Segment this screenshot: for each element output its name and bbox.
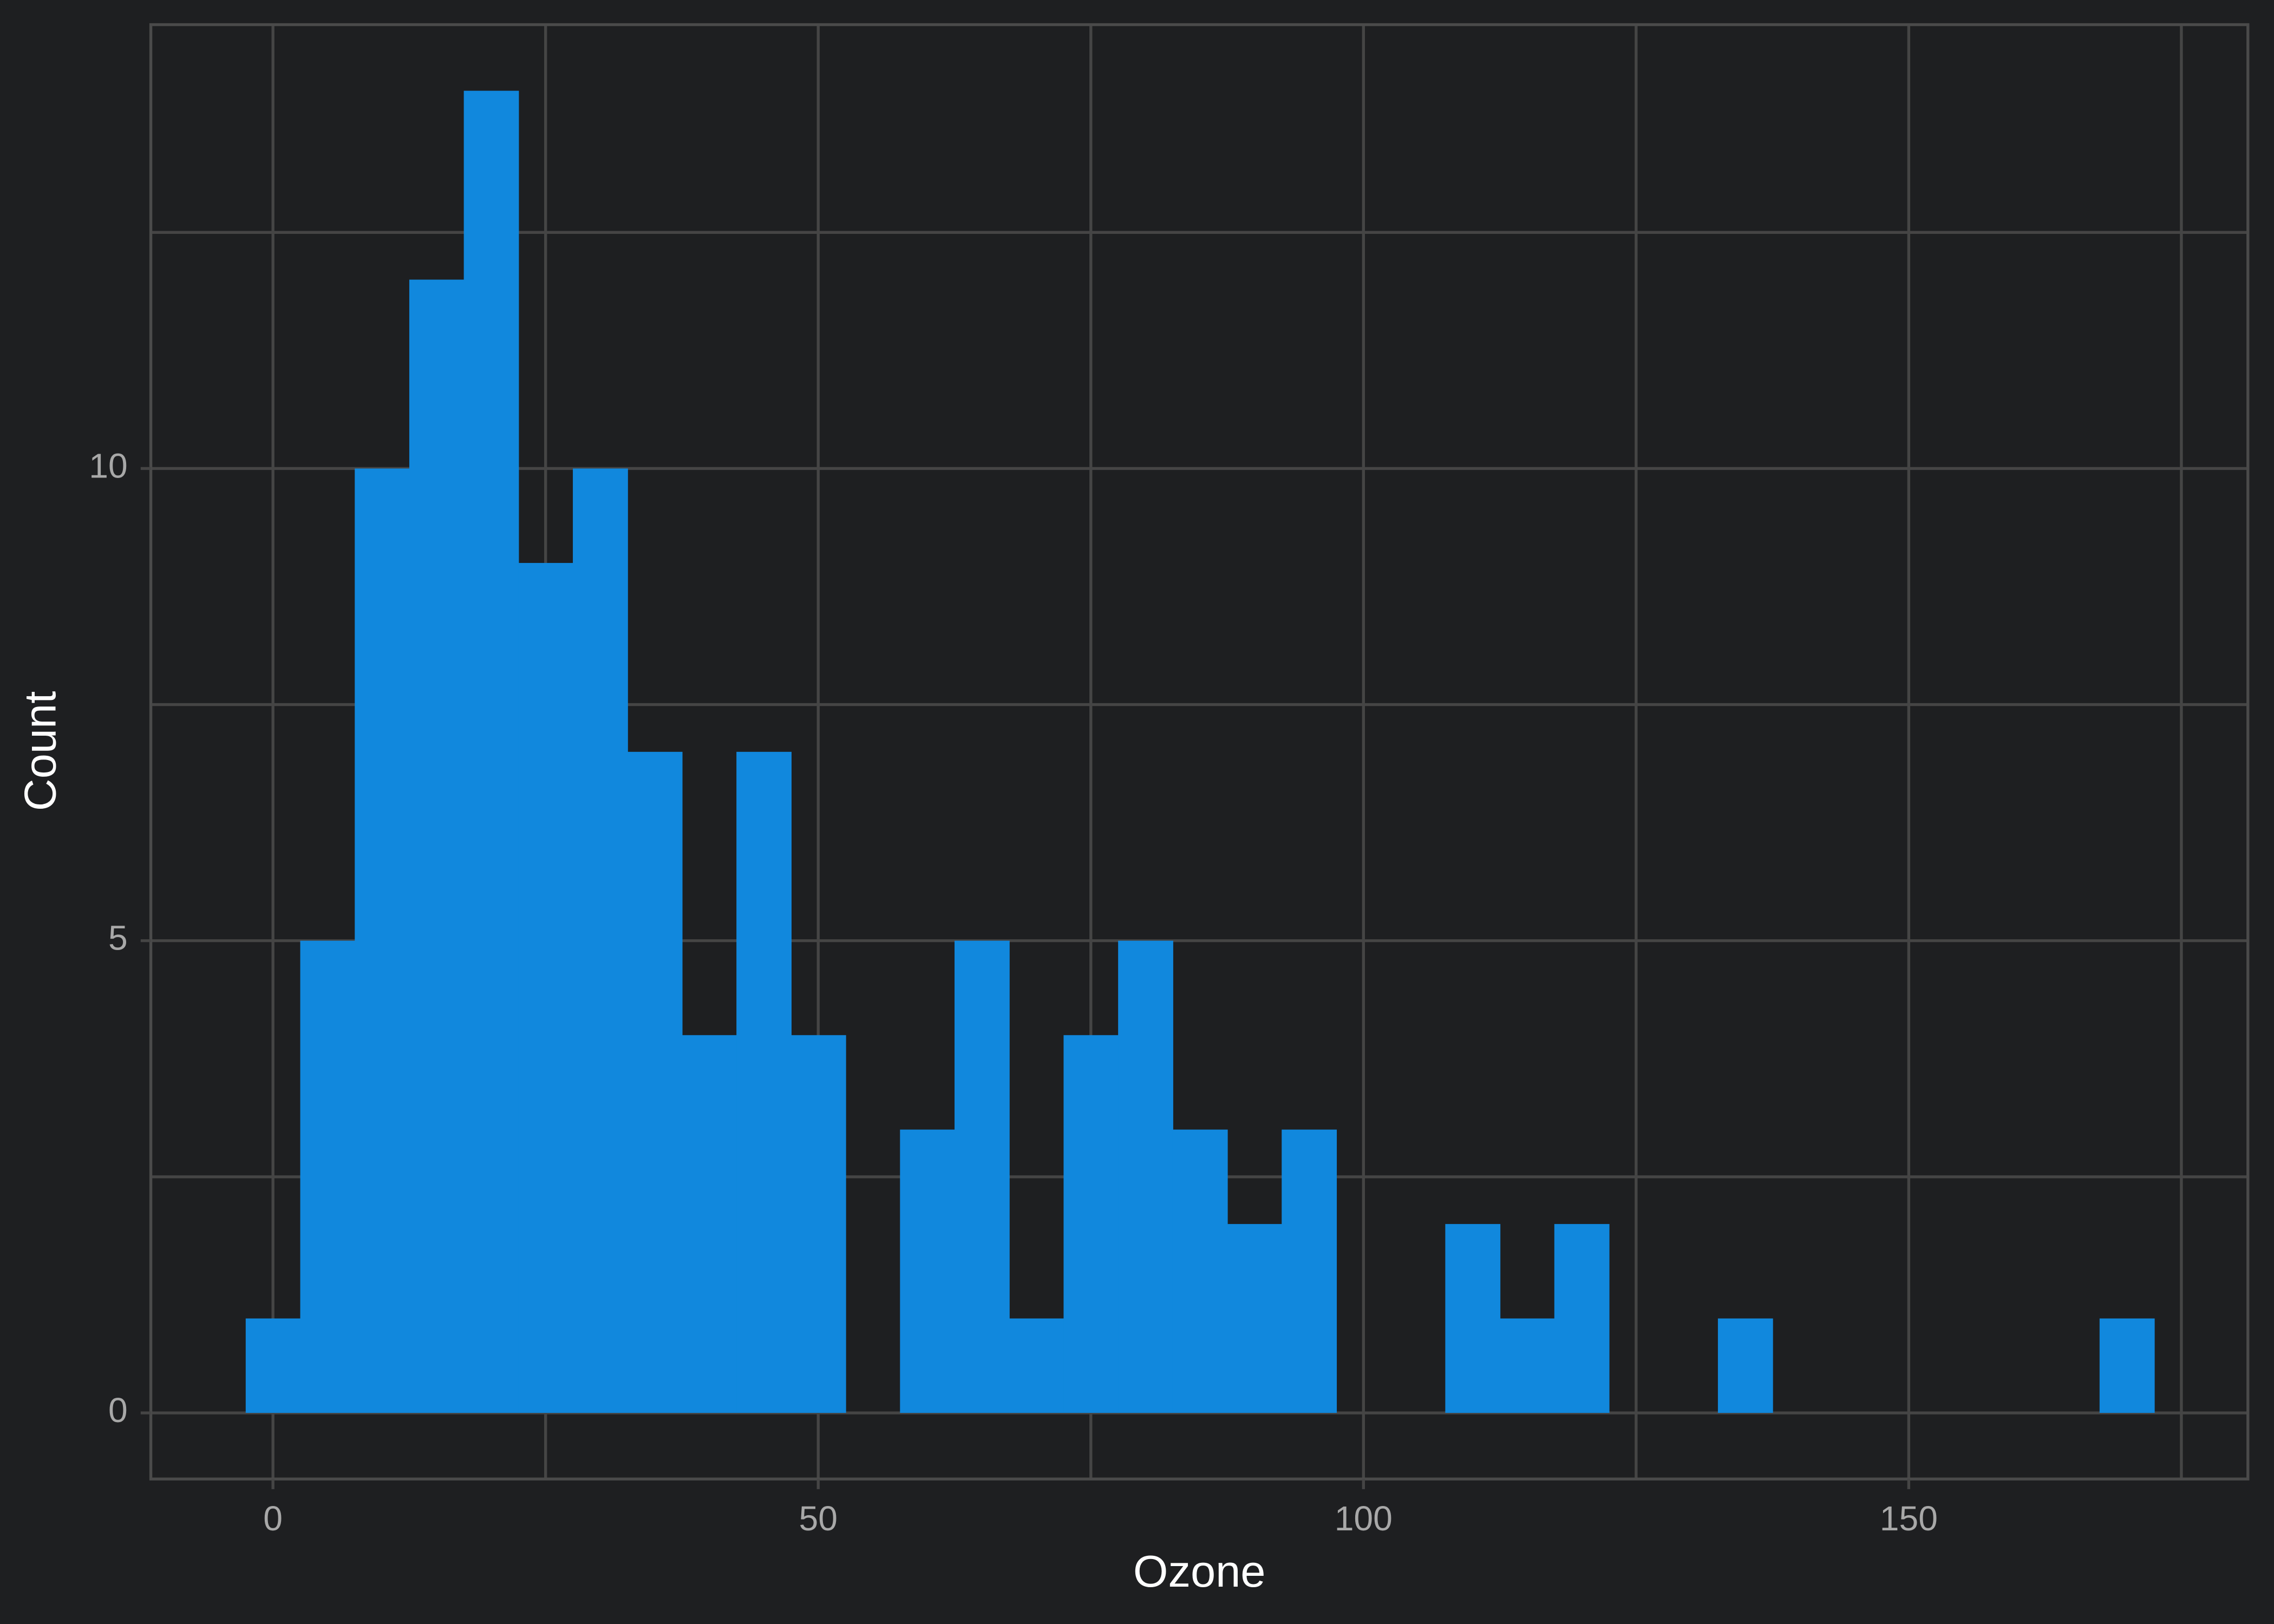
bar: [736, 751, 792, 1413]
bar: [955, 940, 1010, 1413]
bar: [1445, 1224, 1501, 1413]
bars: [245, 90, 2155, 1413]
bar: [573, 468, 628, 1413]
x-axis-title: Ozone: [1133, 1546, 1266, 1596]
bar: [1009, 1318, 1064, 1413]
y-tick-label: 0: [108, 1391, 128, 1430]
bar: [790, 1035, 846, 1413]
bar: [409, 279, 465, 1413]
x-tick-label: 50: [799, 1499, 837, 1538]
x-tick-label: 100: [1335, 1499, 1393, 1538]
bar: [1282, 1129, 1337, 1413]
y-axis-title: Count: [15, 691, 65, 811]
bar: [627, 751, 683, 1413]
bar: [1500, 1318, 1555, 1413]
bar: [1063, 1035, 1119, 1413]
bar: [682, 1035, 737, 1413]
bar: [900, 1129, 956, 1413]
x-tick-label: 150: [1880, 1499, 1938, 1538]
bar: [1717, 1318, 1773, 1413]
x-tick-label: 0: [263, 1499, 283, 1538]
bar: [2099, 1318, 2155, 1413]
y-tick-label: 5: [108, 919, 128, 958]
bar: [1118, 940, 1173, 1413]
panel-border: [149, 23, 2250, 1481]
bar: [463, 90, 519, 1413]
bar: [1172, 1129, 1228, 1413]
bar: [245, 1318, 301, 1413]
y-tick-label: 10: [89, 446, 127, 485]
bar: [300, 940, 356, 1413]
grid: [151, 24, 2248, 1479]
bar: [1554, 1224, 1610, 1413]
bar: [355, 468, 410, 1413]
bar: [1227, 1224, 1283, 1413]
bar: [518, 562, 574, 1413]
labels: 0 50 100 150 0 5 10: [89, 446, 1938, 1537]
